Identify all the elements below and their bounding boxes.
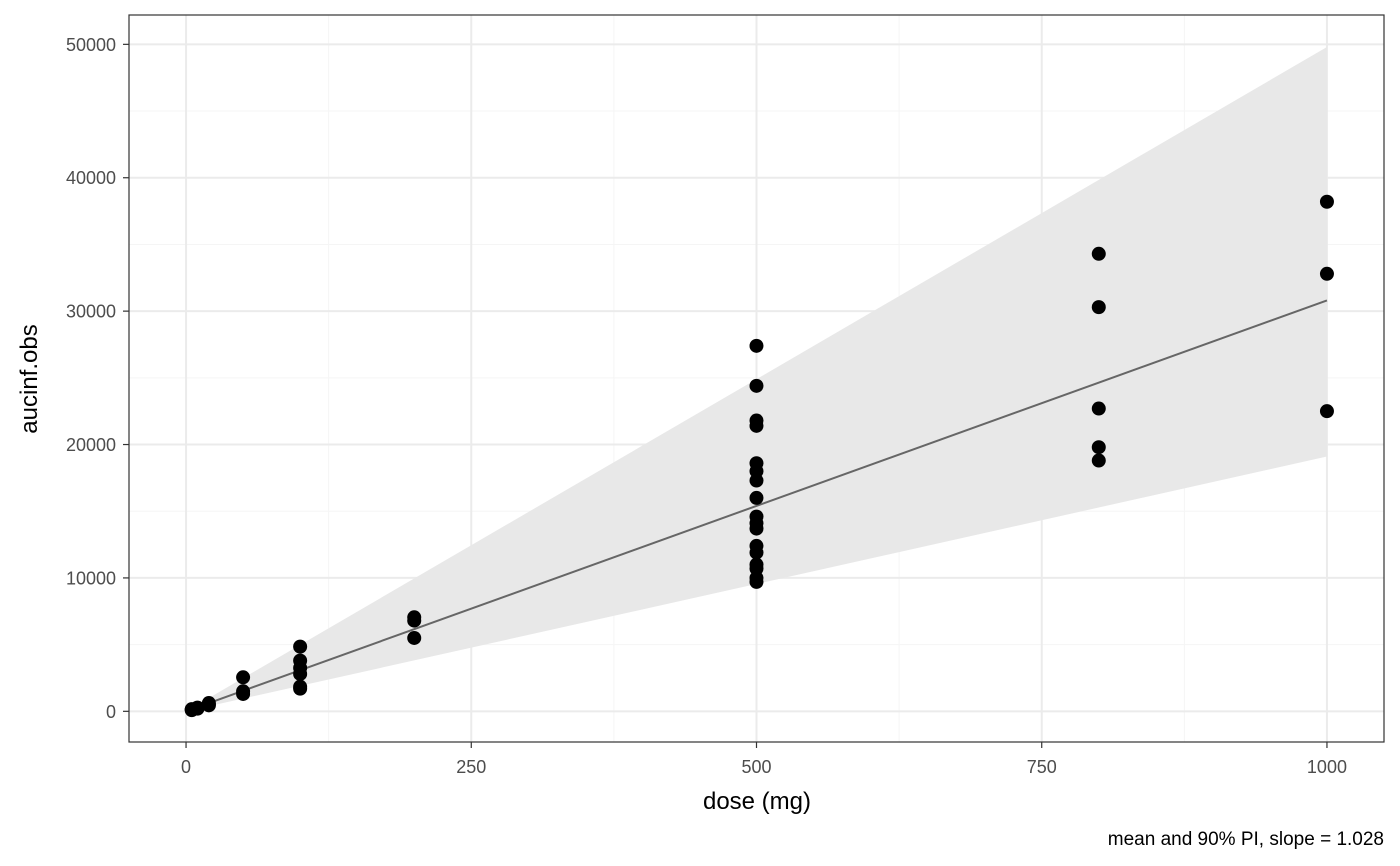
data-point xyxy=(749,413,764,428)
data-point xyxy=(236,670,251,685)
data-point xyxy=(1091,440,1106,455)
data-point xyxy=(749,378,764,393)
mean-fit-line xyxy=(191,299,1328,711)
x-tick-label: 750 xyxy=(1027,757,1057,777)
y-tick-label: 0 xyxy=(106,702,116,722)
data-point xyxy=(749,338,764,353)
data-point xyxy=(293,679,308,694)
data-point xyxy=(236,684,251,699)
y-tick-label: 10000 xyxy=(66,568,116,588)
y-tick-label: 30000 xyxy=(66,302,116,322)
y-tick-label: 40000 xyxy=(66,168,116,188)
x-axis-title: dose (mg) xyxy=(703,788,811,815)
y-tick-label: 50000 xyxy=(66,35,116,55)
chart-caption: mean and 90% PI, slope = 1.028 xyxy=(1108,829,1384,850)
x-tick-label: 250 xyxy=(456,757,486,777)
data-point xyxy=(1091,300,1106,315)
data-point xyxy=(293,639,308,654)
data-point xyxy=(749,456,764,471)
data-point xyxy=(1091,401,1106,416)
data-points xyxy=(184,194,1334,718)
prediction-interval-ribbon xyxy=(191,47,1327,711)
data-point xyxy=(1319,404,1334,419)
data-point xyxy=(749,538,764,553)
data-point xyxy=(407,630,422,645)
data-point xyxy=(190,701,205,716)
x-axis: 0 250 500 750 1000 xyxy=(181,742,1347,777)
data-point xyxy=(293,653,308,668)
data-point xyxy=(749,509,764,524)
data-point xyxy=(201,696,216,711)
data-point xyxy=(1091,453,1106,468)
data-point xyxy=(749,490,764,505)
data-point xyxy=(749,557,764,572)
data-point xyxy=(1319,194,1334,209)
data-point xyxy=(1091,246,1106,261)
y-tick-label: 20000 xyxy=(66,435,116,455)
data-point xyxy=(1319,266,1334,281)
x-tick-label: 0 xyxy=(181,757,191,777)
x-tick-label: 500 xyxy=(741,757,771,777)
data-point xyxy=(407,610,422,625)
x-tick-label: 1000 xyxy=(1307,757,1347,777)
y-axis-title: aucinf.obs xyxy=(16,324,43,433)
y-axis: 0 10000 20000 30000 40000 50000 xyxy=(66,35,129,722)
